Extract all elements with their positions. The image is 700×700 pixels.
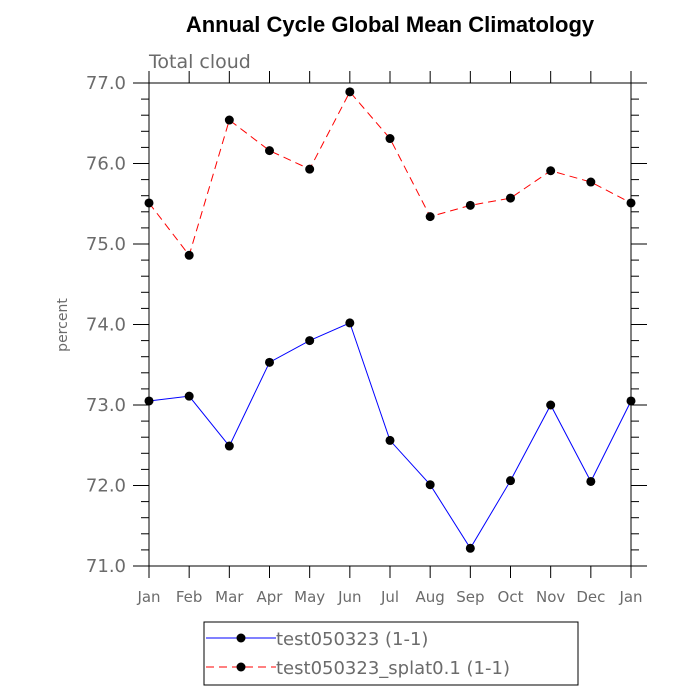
data-point-series-2 bbox=[586, 177, 596, 187]
x-tick-label: Jan bbox=[136, 588, 160, 606]
data-point-series-1 bbox=[265, 357, 274, 367]
legend-label-series-2: test050323_splat0.1 (1-1) bbox=[276, 658, 510, 679]
y-tick-label: 72.0 bbox=[86, 476, 126, 497]
y-axis-label: percent bbox=[55, 298, 71, 352]
y-tick-label: 73.0 bbox=[86, 395, 126, 416]
x-tick-label: Apr bbox=[257, 588, 284, 606]
data-point-series-1 bbox=[305, 336, 315, 346]
x-tick-label: May bbox=[294, 588, 325, 606]
chart-subtitle: Total cloud bbox=[148, 51, 251, 73]
x-tick-label: Aug bbox=[416, 588, 445, 606]
data-point-series-1 bbox=[465, 543, 475, 553]
x-tick-label: Jun bbox=[337, 588, 361, 606]
data-point-series-2 bbox=[305, 164, 315, 174]
y-tick-label: 75.0 bbox=[86, 234, 126, 255]
y-tick-labels: 71.0 72.0 73.0 74.0 75.0 76.0 77.0 bbox=[86, 73, 126, 577]
data-point-series-1 bbox=[144, 396, 154, 406]
x-tick-label: Jan bbox=[618, 588, 642, 606]
data-point-series-2 bbox=[626, 198, 636, 208]
data-point-series-2 bbox=[425, 212, 435, 222]
axis-ticks bbox=[133, 71, 647, 578]
x-tick-label: Feb bbox=[176, 588, 203, 606]
data-point-series-1 bbox=[506, 476, 515, 486]
data-point-series-1 bbox=[345, 318, 355, 328]
data-point-series-2 bbox=[465, 200, 475, 210]
data-point-series-2 bbox=[265, 146, 274, 156]
x-tick-label: Nov bbox=[536, 588, 565, 606]
data-point-series-1 bbox=[586, 476, 596, 486]
data-point-series-1 bbox=[385, 435, 395, 445]
x-tick-label: Sep bbox=[456, 588, 484, 606]
data-point-series-2 bbox=[144, 198, 154, 208]
x-tick-label: Mar bbox=[215, 588, 244, 606]
legend-marker-series-2 bbox=[236, 662, 246, 672]
data-point-series-1 bbox=[224, 441, 234, 451]
data-point-series-1 bbox=[546, 400, 556, 410]
legend-marker-series-1 bbox=[236, 633, 246, 643]
chart-title: Annual Cycle Global Mean Climatology bbox=[186, 12, 595, 37]
data-point-series-2 bbox=[184, 250, 194, 260]
data-point-series-2 bbox=[224, 115, 234, 125]
legend-box bbox=[203, 621, 579, 686]
y-tick-label: 77.0 bbox=[86, 73, 126, 94]
legend: test050323 (1-1) test050323_splat0.1 (1-… bbox=[203, 621, 579, 686]
data-point-series-2 bbox=[546, 166, 556, 176]
data-point-series-1 bbox=[184, 391, 194, 401]
data-point-series-2 bbox=[385, 134, 395, 144]
y-tick-label: 71.0 bbox=[86, 556, 126, 577]
x-tick-labels: Jan Feb Mar Apr May Jun Jul Aug Sep Oct Nov Dec Jan bbox=[136, 588, 642, 606]
series-layer bbox=[144, 87, 636, 553]
y-tick-label: 74.0 bbox=[86, 315, 126, 336]
data-point-series-2 bbox=[506, 193, 515, 203]
x-tick-label: Jul bbox=[380, 588, 399, 606]
series-line-2 bbox=[148, 90, 632, 257]
legend-label-series-1: test050323 (1-1) bbox=[276, 629, 428, 650]
plot-frame bbox=[148, 82, 632, 567]
x-tick-label: Dec bbox=[576, 588, 605, 606]
x-tick-label: Oct bbox=[498, 588, 524, 606]
y-tick-label: 76.0 bbox=[86, 154, 126, 175]
data-point-series-2 bbox=[345, 87, 355, 97]
series-line-1 bbox=[148, 322, 632, 550]
data-point-series-1 bbox=[626, 396, 636, 406]
data-point-series-1 bbox=[425, 480, 435, 490]
